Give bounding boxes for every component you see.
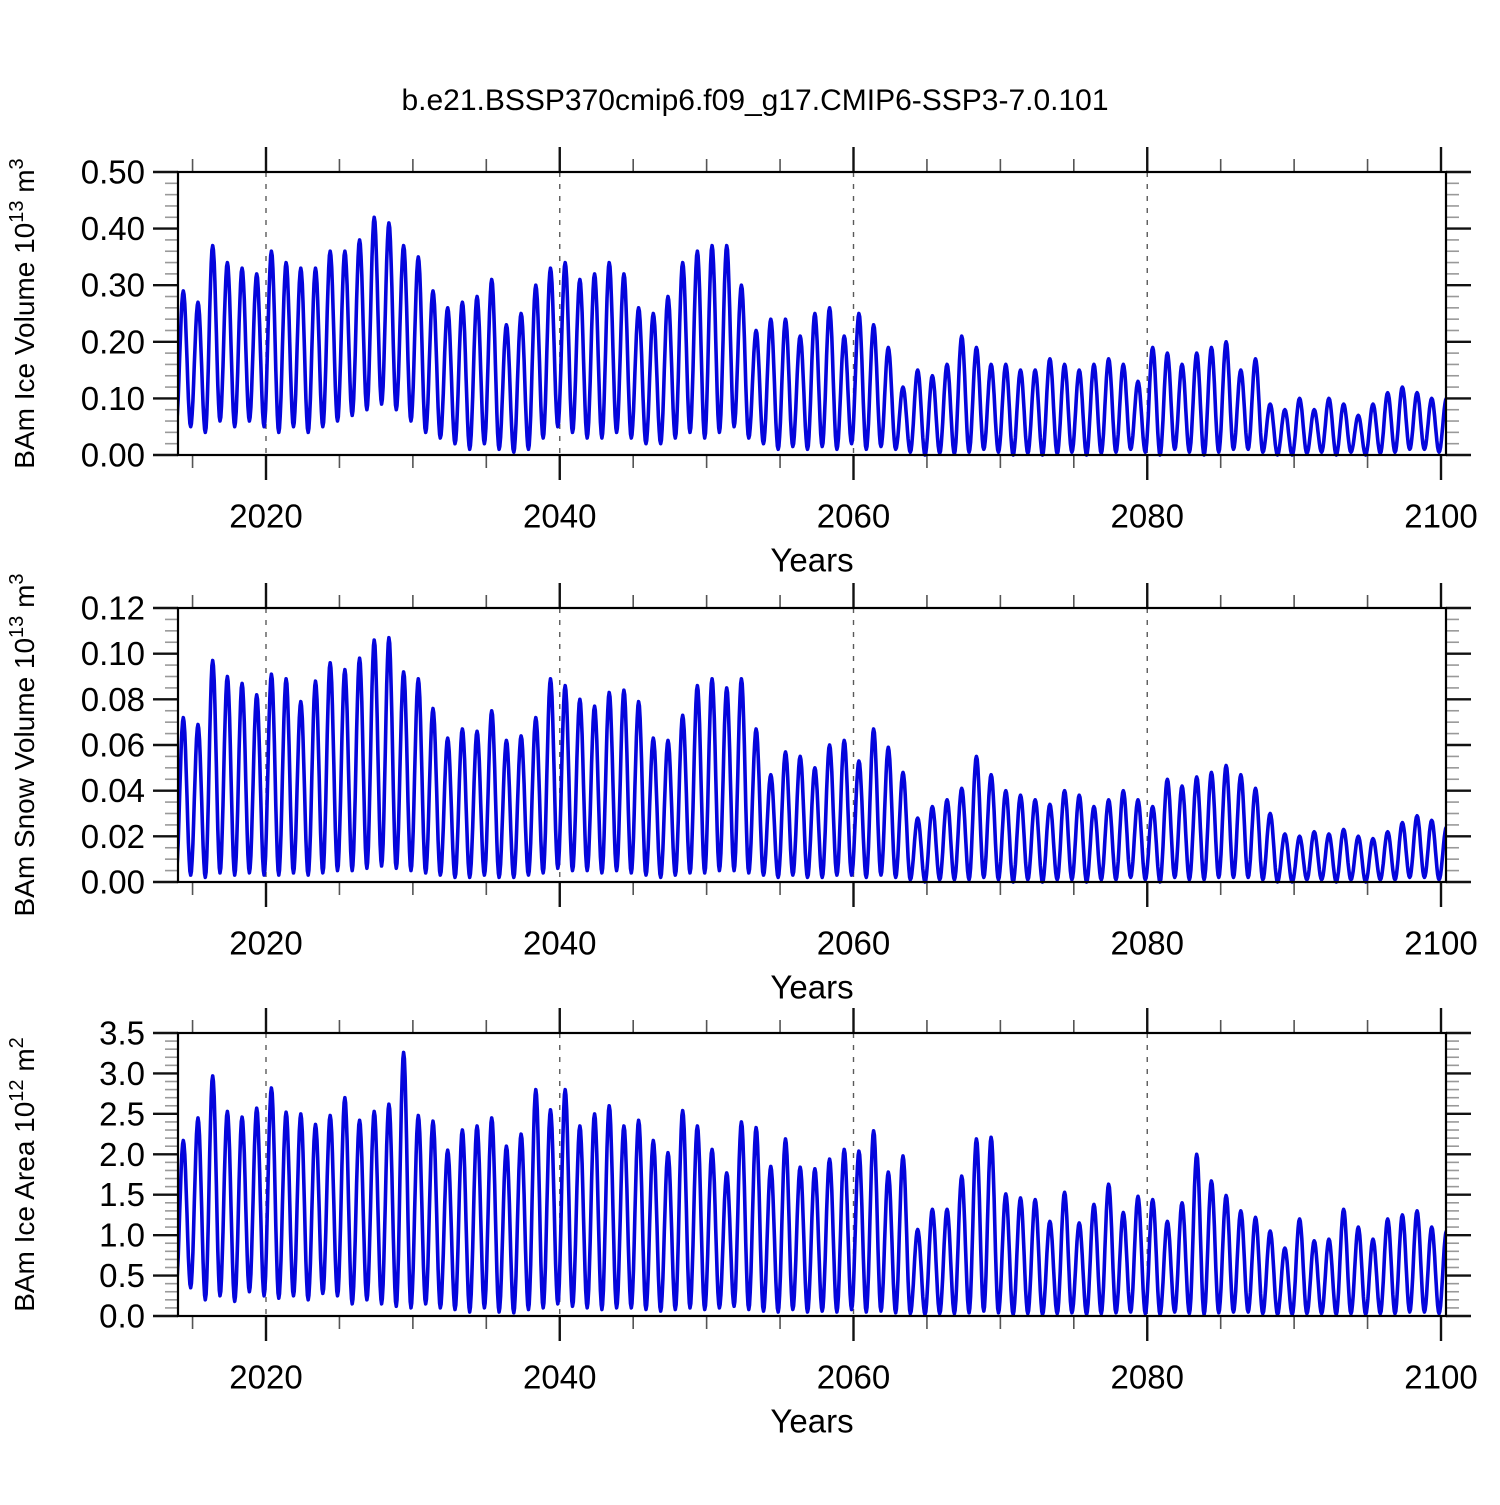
plot-border	[176, 1031, 1448, 1318]
x-tick-label: 2040	[523, 498, 596, 535]
x-tick-label: 2100	[1404, 498, 1477, 535]
y-tick-label: 3.0	[99, 1055, 145, 1092]
y-axis-label: BAm Snow Volume 1013 m3	[6, 573, 40, 916]
chart-title: b.e21.BSSP370cmip6.f09_g17.CMIP6-SSP3-7.…	[401, 84, 1108, 117]
y-axis-label: BAm Ice Area 1012 m2	[6, 1037, 40, 1312]
x-tick-label: 2040	[523, 1359, 596, 1396]
x-axis-label: Years	[770, 969, 853, 1006]
panel-snow-volume: 0.00 0.02 0.04 0.06 0.08 0.10 0.12 2020 2040 2060…	[6, 573, 1478, 1005]
y-tick-label: 0.50	[81, 154, 145, 191]
ice-area-series-line	[178, 1050, 1446, 1317]
x-tick-label: 2060	[817, 1359, 890, 1396]
x-tick-label: 2060	[817, 498, 890, 535]
y-tick-label: 0.40	[81, 210, 145, 247]
y-tick-label: 0.10	[81, 380, 145, 417]
x-tick-label: 2020	[229, 1359, 302, 1396]
panel-ice-volume: 0.00 0.10 0.20 0.30 0.40 0.50 2020 2040 2060 2080…	[6, 147, 1478, 579]
x-tick-label: 2060	[817, 925, 890, 962]
x-axis-label: Years	[770, 1403, 853, 1440]
y-tick-label: 0.00	[81, 437, 145, 474]
y-tick-label: 0.30	[81, 267, 145, 304]
panel-ice-area: 0.0 0.51.0 1.52.0 2.53.03.5 2020 2040 2060 2080…	[6, 1008, 1478, 1440]
x-tick-label: 2020	[229, 498, 302, 535]
y-tick-label: 0.20	[81, 323, 145, 360]
x-tick-label: 2080	[1111, 1359, 1184, 1396]
y-tick-label: 0.0	[99, 1298, 145, 1335]
y-tick-label: 2.0	[99, 1136, 145, 1173]
x-tick-label: 2020	[229, 925, 302, 962]
x-tick-label: 2100	[1404, 1359, 1477, 1396]
y-tick-label: 0.04	[81, 772, 145, 809]
y-tick-label: 0.02	[81, 818, 145, 855]
plot-border	[176, 170, 1448, 457]
y-tick-label: 0.12	[81, 590, 145, 627]
ice-volume-series-line	[178, 215, 1446, 457]
x-tick-label: 2080	[1111, 498, 1184, 535]
snow-volume-series-line	[178, 635, 1446, 884]
x-axis-label: Years	[770, 542, 853, 579]
y-tick-label: 1.0	[99, 1217, 145, 1254]
y-tick-label: 0.00	[81, 864, 145, 901]
x-tick-label: 2040	[523, 925, 596, 962]
x-tick-label: 2100	[1404, 925, 1477, 962]
y-tick-label: 2.5	[99, 1095, 145, 1132]
y-tick-label: 0.5	[99, 1257, 145, 1294]
y-tick-label: 0.10	[81, 635, 145, 672]
y-tick-label: 3.5	[99, 1015, 145, 1052]
y-tick-label: 1.5	[99, 1176, 145, 1213]
plot-border	[176, 606, 1448, 884]
x-tick-label: 2080	[1111, 925, 1184, 962]
y-tick-label: 0.08	[81, 681, 145, 718]
y-tick-label: 0.06	[81, 727, 145, 764]
y-axis-label: BAm Ice Volume 1013 m3	[6, 158, 40, 468]
